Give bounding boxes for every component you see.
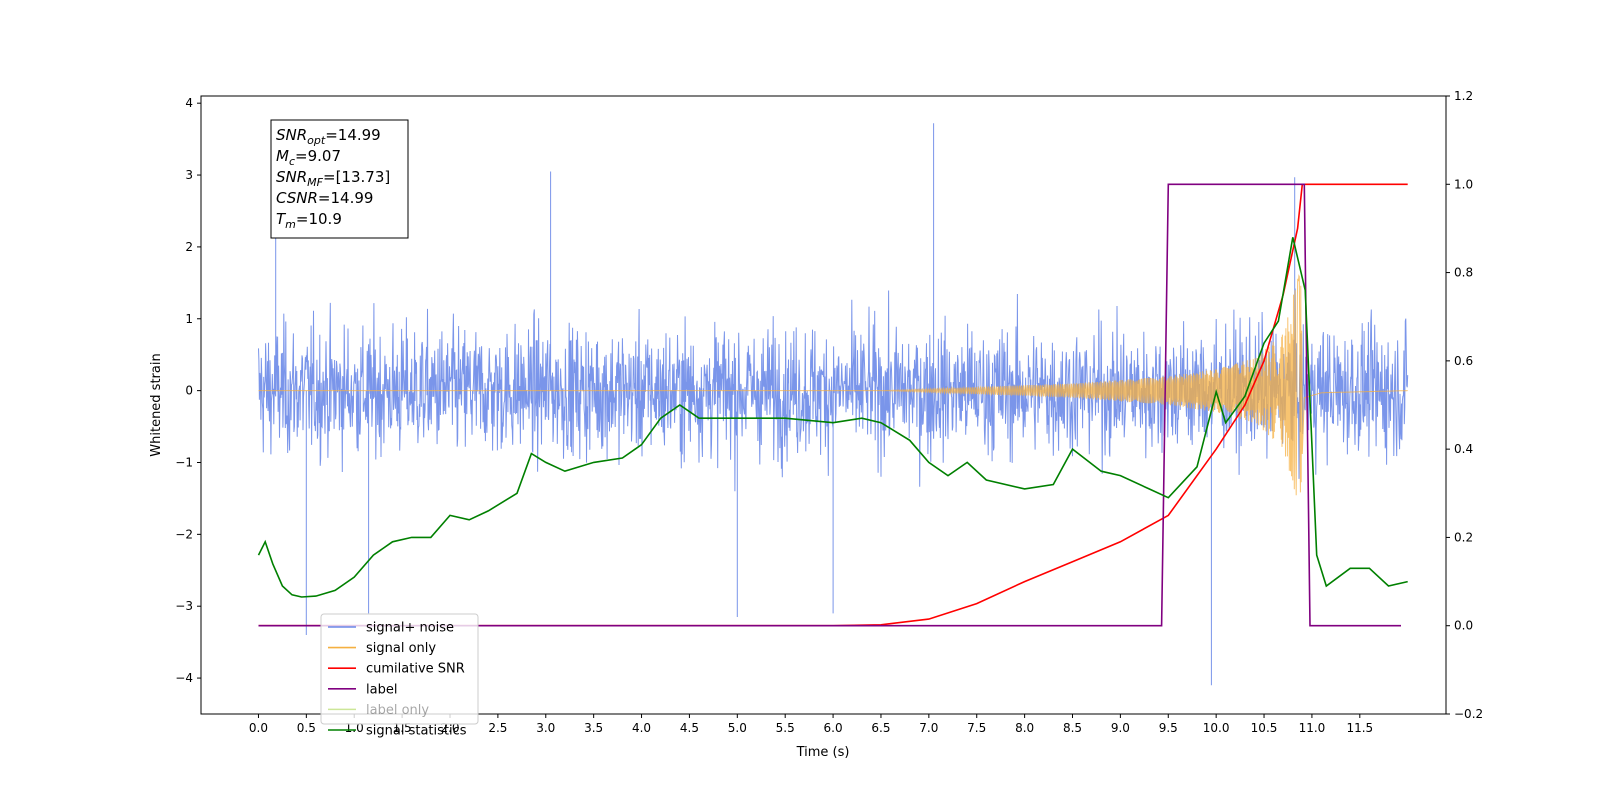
y-tick-label: 4 (185, 96, 193, 110)
series-label (258, 183, 1401, 627)
x-tick-label: 8.0 (1015, 721, 1034, 735)
x-tick-label: 10.5 (1251, 721, 1278, 735)
info-line: Tm=10.9 (276, 210, 342, 231)
legend-frame (320, 613, 479, 725)
x-tick-label: 8.5 (1063, 721, 1082, 735)
axes: 0.0 0.5 1.0 1.5 2.0 2.5 3.0 3.5 4.0 4.5 5.0 5.5 6.0 6… (175, 89, 1483, 735)
x-tick-label: 6.0 (824, 721, 843, 735)
y2-tick-label: 0.6 (1454, 354, 1473, 368)
y2-tick-label: 0.4 (1454, 442, 1473, 456)
plot-frame (200, 95, 1447, 715)
y2-tick-label: 0.0 (1454, 619, 1473, 633)
y-tick-label: −2 (175, 527, 193, 541)
legend: signal+ noise signal only cumilative SNR la… (320, 613, 479, 739)
info-box-frame (270, 119, 409, 239)
series-signal-noise (258, 123, 1409, 686)
x-tick-label: 7.5 (967, 721, 986, 735)
legend-label: label (366, 682, 397, 697)
y-tick-label: −3 (175, 599, 193, 613)
y2-tick-label: 0.8 (1454, 266, 1473, 280)
series-cumilative-snr (258, 183, 1408, 627)
y-tick-label: 1 (185, 312, 193, 326)
y-tick-label: −1 (175, 455, 193, 469)
y2-tick-label: 1.0 (1454, 177, 1473, 191)
legend-label: signal only (366, 641, 436, 656)
legend-label: signal+ noise (366, 621, 454, 636)
y-tick-label: 0 (185, 384, 193, 398)
y2-tick-label: 0.2 (1454, 530, 1473, 544)
series-signal-only (258, 274, 1408, 496)
info-line: SNRopt=14.99 (276, 126, 381, 147)
x-axis-label: Time (s) (796, 745, 850, 760)
x-tick-label: 11.5 (1346, 721, 1373, 735)
y2-tick-label: −0.2 (1454, 707, 1483, 721)
series-signal-statistics (257, 237, 1408, 598)
y-tick-label: −4 (175, 671, 193, 685)
legend-label: label only (366, 703, 429, 718)
x-tick-label: 3.5 (584, 721, 603, 735)
x-tick-label: 4.5 (680, 721, 699, 735)
x-tick-label: 9.0 (1111, 721, 1130, 735)
info-box: SNRopt=14.99Mc=9.07SNRMF=[13.73]CSNR=14.… (270, 119, 409, 239)
x-tick-label: 0.0 (249, 721, 268, 735)
y-axis-label: Whitened strain (149, 353, 164, 456)
y-tick-label: 3 (185, 168, 193, 182)
x-tick-label: 6.5 (871, 721, 890, 735)
x-tick-label: 0.5 (297, 721, 316, 735)
info-line: Mc=9.07 (276, 147, 341, 168)
plot-area (257, 123, 1409, 686)
info-line: CSNR=14.99 (276, 189, 373, 207)
x-tick-label: 5.5 (776, 721, 795, 735)
info-line: SNRMF=[13.73] (276, 168, 390, 189)
legend-label: cumilative SNR (366, 662, 465, 677)
legend-label: signal statistics (366, 724, 467, 739)
x-tick-label: 9.5 (1159, 721, 1178, 735)
y2-tick-label: 1.2 (1454, 89, 1473, 103)
x-tick-label: 11.0 (1299, 721, 1326, 735)
x-tick-label: 7.0 (919, 721, 938, 735)
x-tick-label: 4.0 (632, 721, 651, 735)
x-tick-label: 10.0 (1203, 721, 1230, 735)
x-tick-label: 3.0 (536, 721, 555, 735)
x-tick-label: 5.0 (728, 721, 747, 735)
y-tick-label: 2 (185, 240, 193, 254)
x-tick-label: 2.5 (488, 721, 507, 735)
